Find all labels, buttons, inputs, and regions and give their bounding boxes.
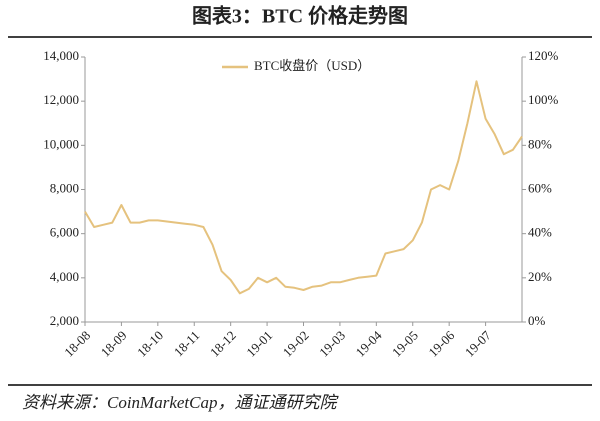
x-tick-label: 18-09 bbox=[98, 328, 130, 360]
y2-tick-label: 20% bbox=[528, 269, 552, 284]
y2-tick-label: 80% bbox=[528, 136, 552, 151]
y-tick-label: 10,000 bbox=[43, 136, 79, 151]
x-tick-label: 18-08 bbox=[61, 328, 93, 360]
x-tick-label: 18-12 bbox=[207, 328, 239, 360]
y-tick-label: 8,000 bbox=[50, 180, 79, 195]
y2-tick-label: 100% bbox=[528, 92, 559, 107]
y2-tick-label: 60% bbox=[528, 180, 552, 195]
y-tick-label: 6,000 bbox=[50, 225, 79, 240]
y2-tick-label: 40% bbox=[528, 225, 552, 240]
legend-label: BTC收盘价（USD） bbox=[254, 58, 370, 73]
x-tick-label: 19-01 bbox=[243, 328, 275, 360]
x-tick-label: 19-02 bbox=[280, 328, 312, 360]
x-tick-label: 19-06 bbox=[425, 327, 457, 359]
y-tick-label: 2,000 bbox=[50, 313, 79, 328]
x-tick-label: 19-04 bbox=[353, 327, 385, 359]
x-tick-label: 18-11 bbox=[171, 328, 203, 360]
x-tick-label: 19-03 bbox=[316, 328, 348, 360]
y-tick-label: 12,000 bbox=[43, 92, 79, 107]
y-tick-label: 14,000 bbox=[43, 48, 79, 63]
y2-tick-label: 120% bbox=[528, 48, 559, 63]
source-note: 资料来源：CoinMarketCap，通证通研究院 bbox=[22, 393, 339, 412]
x-tick-label: 19-05 bbox=[389, 328, 421, 360]
x-tick-label: 18-10 bbox=[134, 328, 166, 360]
x-tick-label: 19-07 bbox=[462, 327, 494, 359]
price-line bbox=[84, 80, 523, 295]
y-tick-label: 4,000 bbox=[50, 269, 79, 284]
chart-title: 图表3：BTC 价格走势图 bbox=[192, 4, 408, 28]
y2-tick-label: 0% bbox=[528, 313, 546, 328]
